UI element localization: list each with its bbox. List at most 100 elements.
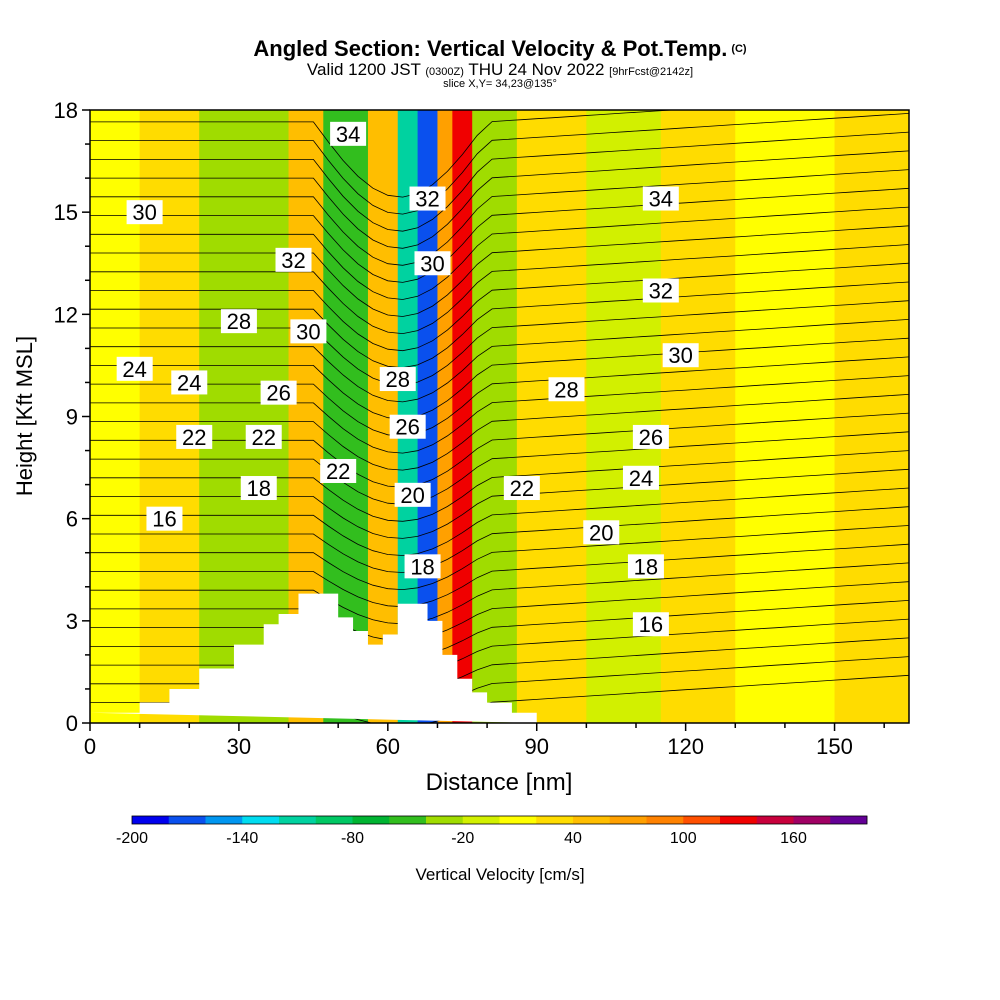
isentrope-line [90,169,909,266]
y-axis-label: Height [Kft MSL] [12,336,37,496]
isentrope-line [90,637,909,693]
y-tick-label: 3 [66,609,78,634]
colorbar-swatch [242,816,280,824]
velocity-band [199,110,290,723]
colorbar-swatch [830,816,868,824]
isentrope-line [90,206,909,300]
isentrope-label: 22 [326,459,350,484]
isentrope-label-box [662,343,699,368]
colorbar-swatch [352,816,390,824]
isentropes [90,110,909,723]
isentrope-label-box [583,520,620,545]
isentrope-label-box [240,476,277,501]
isentrope-line [90,562,909,625]
isentrope-label-box [404,554,441,579]
isentrope-line [90,319,909,403]
isentrope-label-box [260,380,297,405]
isentrope-label-box [116,356,153,381]
colorbar-tick-label: 40 [564,830,582,847]
isentrope-line [90,412,909,488]
isentrope-label: 26 [395,415,419,440]
colorbar-swatch [205,816,243,824]
isentrope-label-box [126,200,163,225]
isentrope-label: 34 [336,122,360,147]
terrain [90,593,537,723]
chart-title: Angled Section: Vertical Velocity & Pot.… [253,36,747,61]
colorbar-swatch [389,816,427,824]
velocity-band [472,110,518,723]
colorbar-swatch [426,816,464,824]
isentrope-line [90,431,909,505]
colorbar-swatch [793,816,831,824]
isentrope-label: 30 [132,200,156,225]
isentrope-label: 30 [420,251,444,276]
isentrope-label-box [176,424,213,449]
x-tick-label: 90 [524,734,548,759]
isentrope-label: 30 [668,343,692,368]
isentrope-label: 32 [281,248,305,273]
isentrope-line [90,487,909,556]
isentrope-label: 18 [634,554,658,579]
slice-info: slice X,Y= 34,23@135° [443,78,557,90]
isentrope-line [90,337,909,420]
isentrope-line [90,113,909,215]
isentrope-label: 24 [177,370,201,395]
y-tick-label: 18 [54,98,78,123]
colorbar [131,815,868,825]
isentrope-label-box [622,465,659,490]
colorbar-swatch [683,816,721,824]
isentrope-label-box [275,247,312,272]
isentrope-label-box [414,251,451,276]
isentrope-line [90,581,909,642]
isentrope-label-box [642,278,679,303]
colorbar-ticks: -200 -140 -80 -20 40 100 160 [116,830,807,847]
isentrope-label: 32 [415,187,439,212]
isentrope-label-box [632,424,669,449]
chart-subtitle: Valid 1200 JST (0300Z) THU 24 Nov 2022 [… [306,60,694,79]
velocity-band [735,110,836,723]
colorbar-label: Vertical Velocity [cm/s] [415,865,584,884]
colorbar-swatch [573,816,611,824]
isentrope-line [90,244,909,335]
colorbar-tick-label: -80 [341,830,364,847]
isentrope-label: 20 [589,520,613,545]
colorbar-frame [131,815,868,825]
isentrope-line [90,543,909,608]
isentrope-label: 16 [152,507,176,532]
colorbar-swatch [609,816,647,824]
y-axis: 0 3 6 9 12 15 18 [54,98,90,736]
isentrope-line [90,506,909,573]
y-tick-label: 15 [54,200,78,225]
isentrope-label-box [548,377,585,402]
isentrope-label: 24 [629,466,653,491]
colorbar-swatch [646,816,684,824]
isentrope-line [90,468,909,539]
isentrope-label: 28 [554,377,578,402]
isentrope-line [90,618,909,676]
x-tick-label: 120 [667,734,704,759]
x-tick-label: 0 [84,734,96,759]
colorbar-swatch [462,816,500,824]
isentrope-line [90,394,909,471]
velocity-band [452,110,473,723]
isentrope-line [90,450,909,522]
isentrope-label: 20 [400,483,424,508]
isentrope-label-box [503,476,540,501]
isentrope-line [90,525,909,591]
isentrope-label: 30 [296,319,320,344]
isentrope-label-box [330,121,367,146]
isentrope-label: 34 [649,187,673,212]
isentrope-label-box [632,612,669,637]
y-tick-label: 6 [66,507,78,532]
colorbar-swatch [536,816,574,824]
isentrope-label-box [171,370,208,395]
isentrope-label-box [220,309,257,334]
isentrope-label: 22 [182,425,206,450]
x-axis-label: Distance [nm] [426,769,573,796]
y-tick-label: 9 [66,405,78,430]
isentrope-label: 18 [247,476,271,501]
isentrope-label: 32 [649,278,673,303]
isentrope-line [90,600,909,659]
x-tick-label: 60 [376,734,400,759]
